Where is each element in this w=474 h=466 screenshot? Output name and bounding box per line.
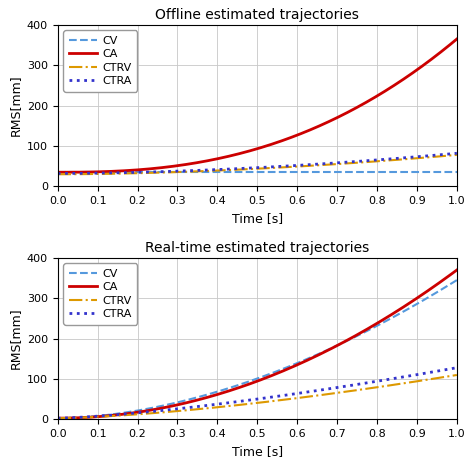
X-axis label: Time [s]: Time [s] [232, 212, 283, 225]
CTRV [299, 395, 305, 400]
CTRV [299, 164, 305, 169]
CV [299, 170, 305, 175]
CTRA [454, 151, 460, 156]
CA [56, 170, 62, 175]
CTRA [417, 154, 422, 159]
CTRV [292, 396, 298, 401]
CV [454, 170, 460, 175]
CA [417, 294, 422, 299]
CA [391, 82, 397, 88]
Legend: CV, CA, CTRV, CTRA: CV, CA, CTRV, CTRA [64, 30, 137, 91]
CA [55, 415, 61, 421]
CTRA [391, 156, 397, 161]
CTRV [292, 164, 298, 170]
CTRV [55, 171, 61, 177]
CA [291, 363, 297, 369]
Line: CTRA: CTRA [58, 153, 457, 173]
CTRV [391, 382, 397, 388]
CTRV [454, 152, 460, 158]
CA [55, 170, 61, 175]
CTRV [454, 372, 460, 378]
CV [417, 170, 422, 175]
CV [299, 358, 305, 364]
Title: Offline estimated trajectories: Offline estimated trajectories [155, 8, 359, 22]
CA [417, 65, 422, 71]
CA [299, 130, 305, 136]
CV [55, 170, 61, 175]
CV [417, 300, 422, 305]
CV [56, 415, 62, 421]
CA [292, 363, 298, 369]
CTRV [55, 415, 61, 421]
Title: Real-time estimated trajectories: Real-time estimated trajectories [145, 241, 369, 255]
CTRA [391, 376, 397, 381]
CTRA [292, 391, 298, 397]
CTRA [454, 365, 460, 370]
CTRA [56, 415, 62, 421]
Line: CA: CA [58, 39, 457, 172]
Y-axis label: RMS[mm]: RMS[mm] [9, 75, 21, 137]
Line: CTRA: CTRA [58, 368, 457, 418]
CV [391, 314, 397, 320]
CTRA [291, 391, 297, 397]
Y-axis label: RMS[mm]: RMS[mm] [9, 308, 21, 370]
CA [299, 360, 305, 365]
CA [391, 310, 397, 316]
CTRA [291, 163, 297, 168]
CTRV [56, 415, 62, 421]
CTRA [55, 171, 61, 176]
Line: CTRV: CTRV [58, 375, 457, 418]
X-axis label: Time [s]: Time [s] [232, 445, 283, 458]
CV [454, 277, 460, 283]
CTRA [292, 163, 298, 168]
CV [291, 362, 297, 367]
CTRV [417, 155, 422, 161]
CTRA [299, 390, 305, 396]
Line: CTRV: CTRV [58, 155, 457, 174]
CV [292, 170, 298, 175]
CTRV [417, 378, 422, 384]
CA [291, 134, 297, 139]
CTRA [417, 371, 422, 377]
CTRA [299, 162, 305, 168]
CA [454, 267, 460, 273]
CTRV [291, 396, 297, 401]
CV [391, 170, 397, 175]
CV [55, 415, 61, 421]
CTRV [391, 157, 397, 163]
CA [454, 36, 460, 42]
CA [56, 415, 62, 421]
CTRA [56, 171, 62, 176]
CTRV [291, 164, 297, 170]
CV [292, 361, 298, 367]
CV [56, 170, 62, 175]
CTRV [56, 171, 62, 177]
Legend: CV, CA, CTRV, CTRA: CV, CA, CTRV, CTRA [64, 263, 137, 324]
CV [291, 170, 297, 175]
CTRA [55, 415, 61, 421]
Line: CA: CA [58, 270, 457, 418]
Line: CV: CV [58, 280, 457, 418]
CA [292, 133, 298, 138]
